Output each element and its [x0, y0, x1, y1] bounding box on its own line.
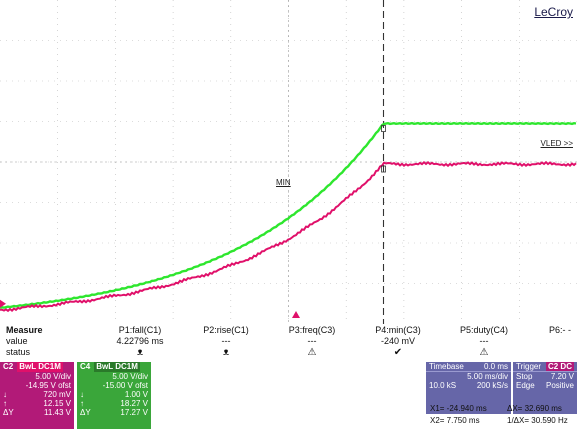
c2-cursor1: 720 mV [43, 390, 71, 399]
measure-header-row: Measure P1:fall(C1) P2:rise(C1) P3:freq(… [0, 325, 577, 336]
trigger-label: Trigger [516, 362, 542, 371]
c2-offset: -14.95 V ofst [25, 381, 71, 390]
c4-cursor1-icon: ↓ [80, 390, 84, 399]
c4-vdiv: 5.00 V/div [112, 372, 148, 381]
c2-vdiv: 5.00 V/div [35, 372, 71, 381]
status-bar: C2 BwL DC1M 5.00 V/div -14.95 V ofst ↓ 720… [0, 362, 577, 429]
status-p5-warning-icon: ⚠ [479, 347, 489, 358]
c2-cursor2: 12.15 V [43, 399, 71, 408]
trigger-type: Edge [516, 381, 535, 390]
channel-c4-panel[interactable]: C4 BwL DC1M 5.00 V/div -15.00 V ofst ↓ 1.0… [77, 362, 151, 429]
vled-annotation: VLED >> [540, 139, 573, 148]
cursor-x1: X1= -24.940 ms [430, 404, 487, 413]
measure-label: Measure [6, 325, 43, 335]
status-label: status [6, 347, 31, 357]
ground-marker-icon [0, 299, 6, 308]
c4-coupling-badge: BwL DC1M [94, 362, 140, 372]
status-p4-check-icon: ✔ [393, 347, 403, 358]
channel-c2-panel[interactable]: C2 BwL DC1M 5.00 V/div -14.95 V ofst ↓ 720… [0, 362, 74, 429]
c4-name: C4 [80, 362, 91, 371]
cursor-inv-delta-x: 1/ΔX= 30.590 Hz [507, 416, 568, 425]
waveform-plot [0, 0, 577, 324]
param-p5[interactable]: P5:duty(C4) [459, 325, 509, 335]
trigger-position-marker-icon [292, 311, 300, 318]
trigger-slope: Positive [545, 381, 574, 390]
trigger-panel[interactable]: Trigger C2 DC Stop 7.20 V Edge Positive [513, 362, 577, 414]
c4-cursor1: 1.00 V [124, 390, 148, 399]
status-p3-warning-icon: ⚠ [307, 347, 317, 358]
timebase-panel[interactable]: Timebase 0.0 ms 5.00 ms/div 10.0 kS 200 kS… [426, 362, 511, 414]
timebase-samples: 10.0 kS [429, 381, 457, 390]
c2-cursor2-icon: ↑ [3, 399, 7, 408]
value-p1: 4.22796 ms [116, 336, 164, 346]
value-p5: --- [479, 336, 489, 346]
c2-cursor1-icon: ↓ [3, 390, 7, 399]
measure-value-row: value 4.22796 ms --- --- -240 mV --- [0, 336, 577, 347]
trace-c1 [0, 121, 577, 309]
cursor-delta-x: ΔX= 32.690 ms [507, 404, 562, 413]
c4-delta: 17.27 V [120, 408, 148, 417]
c2-delta: 11.43 V [44, 408, 71, 417]
c4-cursor2: 18.27 V [120, 399, 148, 408]
value-label: value [6, 336, 28, 346]
trigger-level: 7.20 V [550, 372, 574, 381]
value-p4: -240 mV [380, 336, 415, 346]
c4-delta-label: ΔY [80, 408, 91, 417]
value-p3: --- [307, 336, 317, 346]
cursor-marker-icon [381, 125, 386, 132]
param-p2[interactable]: P2:rise(C1) [203, 325, 249, 335]
measure-table: Measure P1:fall(C1) P2:rise(C1) P3:freq(… [0, 324, 577, 362]
trigger-mode: Stop [516, 372, 533, 381]
c4-offset: -15.00 V ofst [102, 381, 148, 390]
param-p3[interactable]: P3:freq(C3) [288, 325, 336, 335]
value-p2: --- [221, 336, 231, 346]
timebase-label: Timebase [429, 362, 464, 371]
lecroy-logo: LeCroy [534, 5, 573, 19]
timebase-rate: 200 kS/s [476, 381, 508, 390]
trace-c2 [0, 160, 577, 313]
param-p6[interactable]: P6:- - [548, 325, 571, 335]
waveform-display[interactable]: LeCroy VLED >> MIN [0, 0, 577, 324]
timebase-delay: 0.0 ms [483, 362, 508, 371]
min-annotation: MIN [276, 178, 291, 187]
c2-coupling-badge: BwL DC1M [17, 362, 63, 372]
param-p4[interactable]: P4:min(C3) [375, 325, 421, 335]
c2-delta-label: ΔY [3, 408, 14, 417]
cursor-marker-icon [381, 165, 386, 173]
trigger-source-badge: C2 DC [545, 362, 574, 371]
cursor-x2: X2= 7.750 ms [430, 416, 480, 425]
param-p1[interactable]: P1:fall(C1) [118, 325, 162, 335]
measure-status-row: status ᴥ ᴥ ⚠ ✔ ⚠ [0, 347, 577, 358]
status-p1-icon: ᴥ [136, 347, 144, 358]
status-p2-icon: ᴥ [222, 347, 230, 358]
timebase-tdiv: 5.00 ms/div [467, 372, 508, 381]
c2-name: C2 [3, 362, 14, 371]
c4-cursor2-icon: ↑ [80, 399, 84, 408]
